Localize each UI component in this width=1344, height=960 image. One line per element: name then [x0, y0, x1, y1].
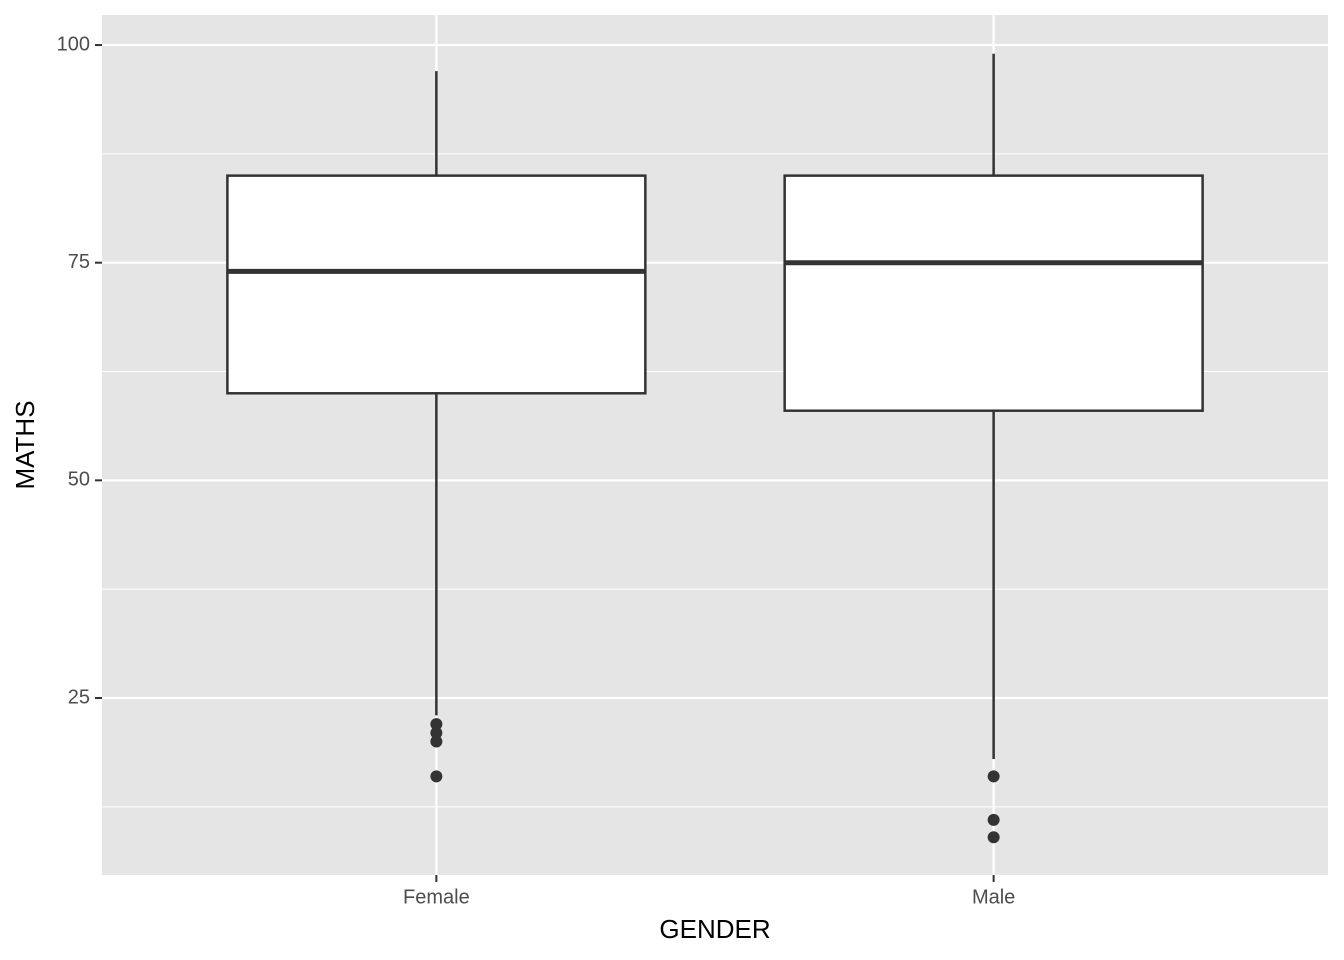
outlier: [987, 770, 1000, 783]
outlier: [987, 813, 1000, 826]
y-axis-title: MATHS: [10, 400, 40, 489]
x-tick-label: Female: [403, 886, 470, 908]
y-tick-label: 75: [68, 251, 90, 273]
outlier: [430, 735, 443, 748]
outlier: [430, 770, 443, 783]
box: [226, 174, 647, 395]
panel: [102, 15, 1328, 875]
box: [783, 174, 1204, 412]
x-axis-title: GENDER: [659, 914, 770, 944]
outlier: [987, 831, 1000, 844]
y-tick-label: 25: [68, 686, 90, 708]
x-tick-label: Male: [972, 886, 1015, 908]
outlier: [430, 726, 443, 739]
y-tick-label: 100: [57, 33, 90, 55]
outlier: [430, 718, 443, 731]
y-tick-label: 50: [68, 469, 90, 491]
